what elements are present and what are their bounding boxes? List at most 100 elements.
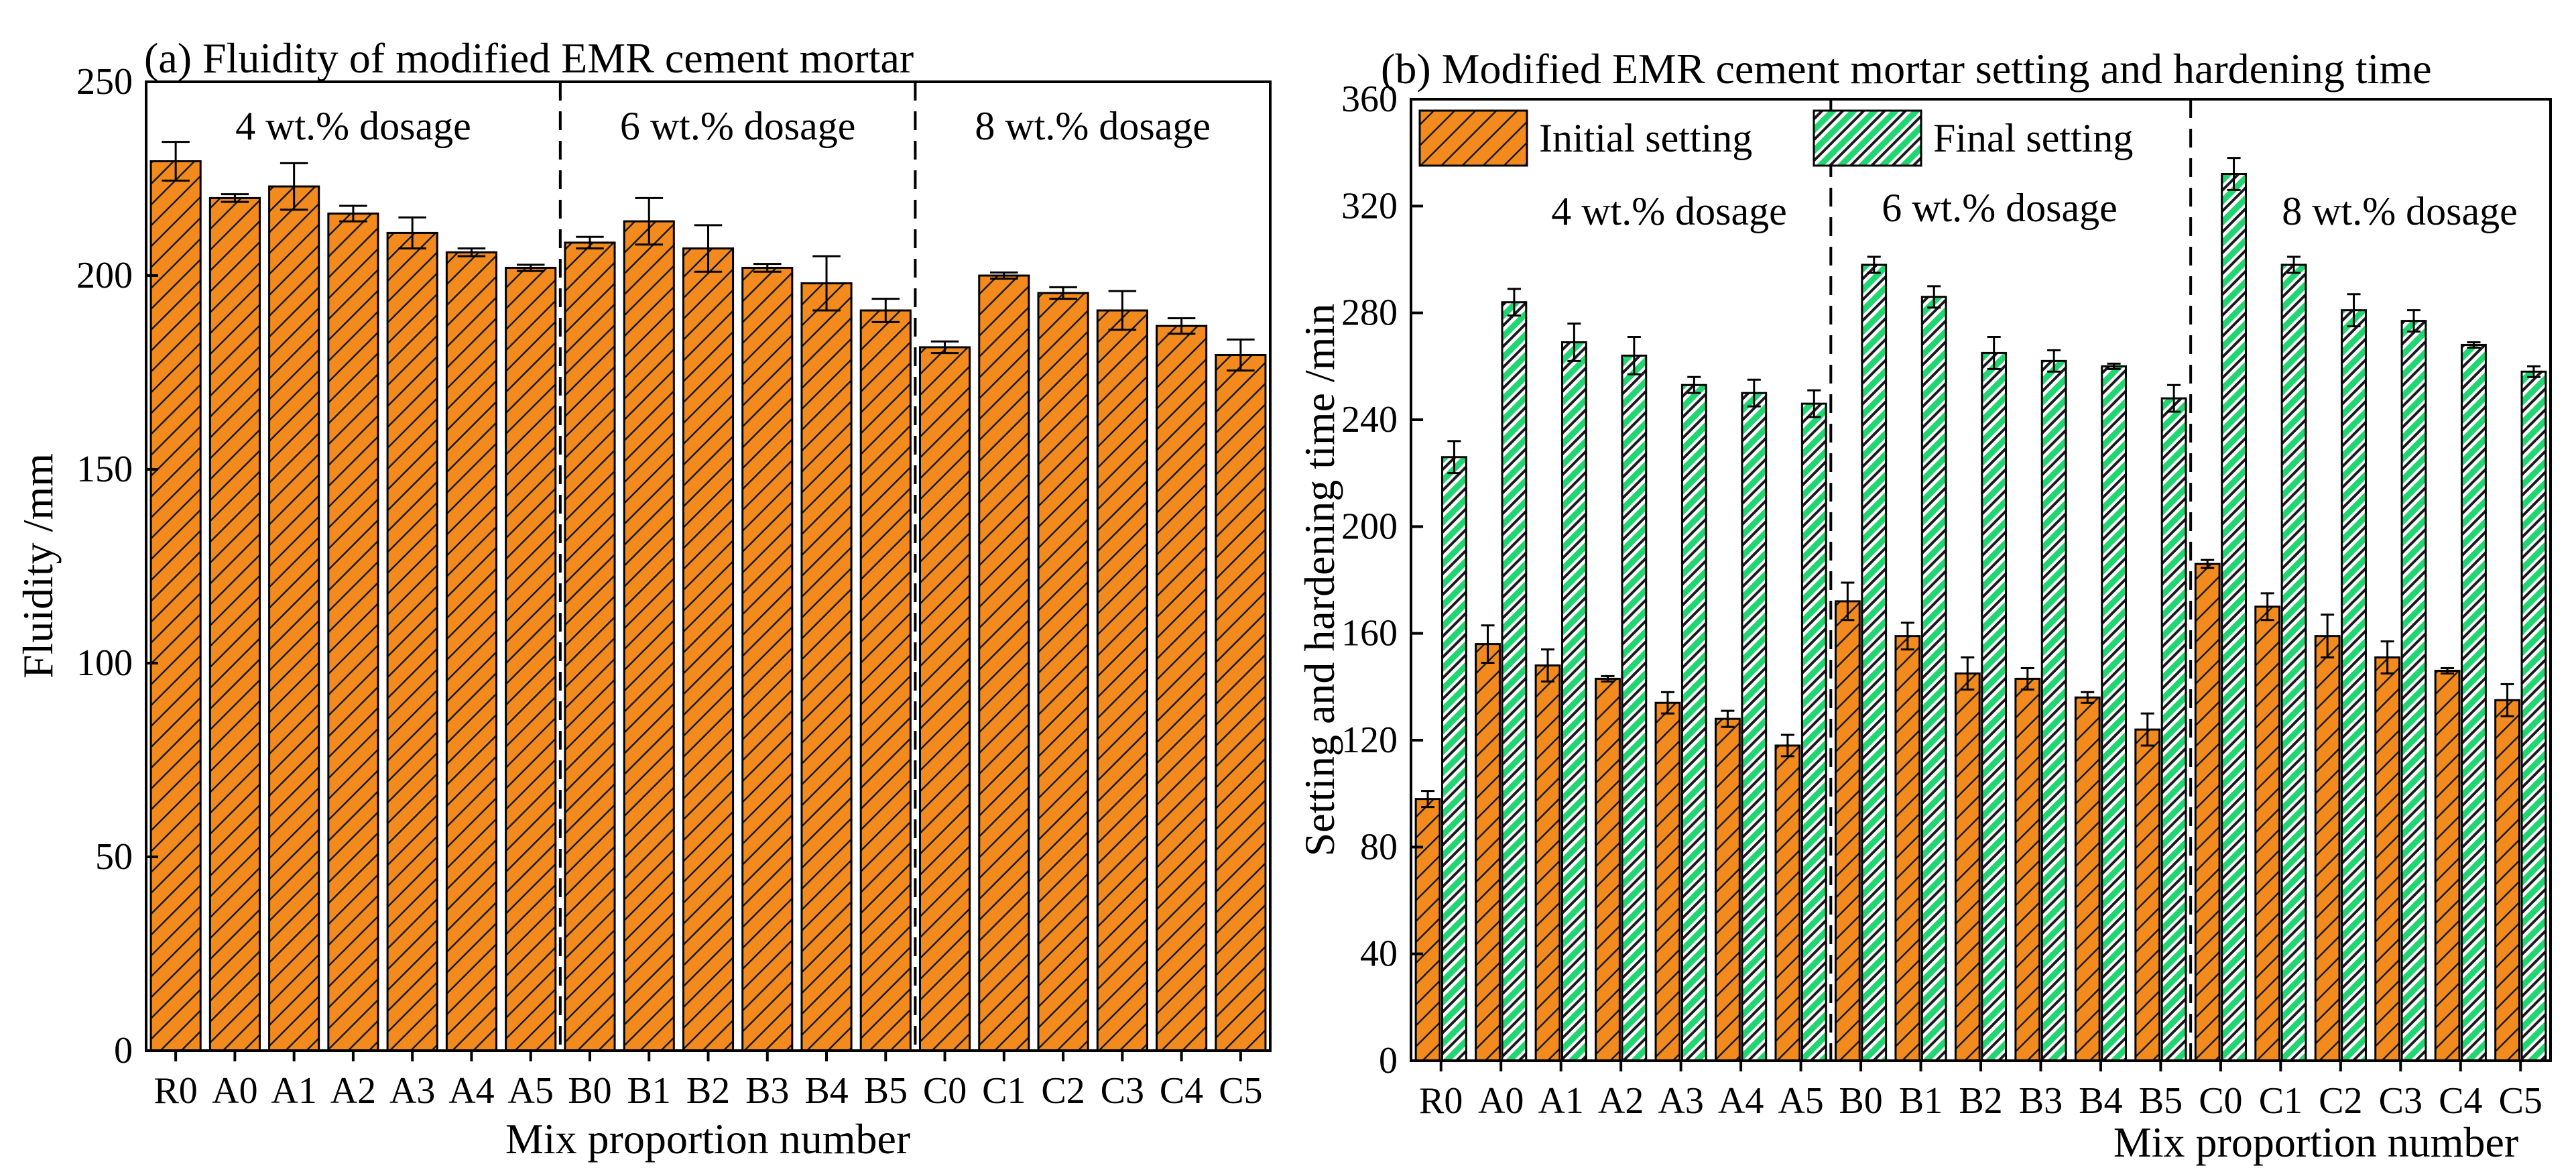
- error-bar: [457, 247, 486, 257]
- error-bar: [1927, 285, 1941, 309]
- panel-a-y-tick-label: 100: [76, 642, 133, 684]
- error-bar: [1841, 581, 1855, 622]
- panel-a-y-tick-label: 50: [95, 836, 133, 878]
- initial-setting-bar: [1834, 600, 1861, 1062]
- error-bar: [1687, 375, 1701, 394]
- panel-b-x-tick-label: C0: [2199, 1080, 2242, 1122]
- fluidity-bar: [682, 247, 735, 1052]
- error-bar: [1421, 790, 1435, 809]
- panel-a-x-tick-label: B3: [745, 1070, 789, 1112]
- panel-a-plot-frame: [145, 80, 1272, 1052]
- fluidity-bar: [741, 266, 794, 1052]
- panel-a-y-tick-label: 250: [76, 61, 133, 103]
- error-bar: [1447, 440, 1461, 475]
- error-bar: [1540, 648, 1555, 683]
- panel-b-x-tick-label: B0: [1839, 1080, 1882, 1122]
- panel-b-x-tick-label: C1: [2259, 1080, 2303, 1122]
- error-bar: [930, 340, 959, 355]
- panel-b-x-tick-label: B4: [2079, 1080, 2122, 1122]
- fluidity-bar: [445, 251, 498, 1052]
- error-bar: [2287, 255, 2301, 274]
- legend-swatch-final-setting: [1813, 109, 1922, 167]
- final-setting-bar: [2461, 343, 2487, 1062]
- panel-a-x-tick-label: C5: [1219, 1070, 1262, 1112]
- final-setting-bar: [1501, 301, 1528, 1062]
- fluidity-bar: [149, 160, 202, 1052]
- panel-b-group-label: 8 wt.% dosage: [2282, 189, 2518, 233]
- error-bar: [2441, 666, 2455, 675]
- initial-setting-bar: [2074, 696, 2101, 1062]
- error-bar: [1108, 290, 1137, 331]
- initial-setting-bar: [2374, 656, 2401, 1062]
- panel-a-x-tick-label: A3: [389, 1070, 435, 1112]
- panel-b-x-tick-label: B2: [1959, 1080, 2002, 1122]
- legend-label-initial-setting: Initial setting: [1539, 116, 1752, 160]
- panel-a-group-label: 4 wt.% dosage: [235, 104, 471, 148]
- final-setting-bar: [2221, 173, 2247, 1062]
- panel-a-x-ticks: R0 A0 A1 A2 A3 A4 A5 B0 B1 B2 B3 B4 B5 C…: [154, 1070, 1262, 1112]
- fluidity-bar: [564, 241, 616, 1052]
- initial-setting-bar: [2494, 699, 2520, 1062]
- panel-b-x-tick-label: A3: [1658, 1080, 1703, 1122]
- panel-b-y-tick-label: 80: [1360, 826, 1398, 868]
- initial-setting-bar: [1534, 664, 1561, 1062]
- fluidity-bar: [1096, 309, 1148, 1052]
- panel-a-x-tick-label: B1: [627, 1070, 671, 1112]
- error-bar: [2500, 683, 2514, 717]
- panel-a-y-tick-label: 0: [114, 1030, 133, 1071]
- error-bar: [1987, 336, 2001, 370]
- panel-a-y-ticks: 0 50 100 150 200 250: [76, 61, 133, 1071]
- error-bar: [871, 298, 900, 323]
- fluidity-bar: [268, 185, 320, 1052]
- panel-b-y-tick-label: 240: [1341, 399, 1398, 441]
- error-bar: [635, 196, 663, 246]
- initial-setting-bar: [1475, 643, 1501, 1062]
- final-setting-bar: [2040, 359, 2067, 1062]
- error-bar: [2347, 293, 2361, 328]
- error-bar: [2081, 691, 2095, 704]
- error-bar: [2260, 592, 2274, 622]
- panel-b-y-tick-label: 280: [1341, 292, 1398, 334]
- error-bar: [1900, 622, 1914, 651]
- panel-b-plot-frame: [1410, 98, 2552, 1062]
- final-setting-bar: [2400, 320, 2427, 1062]
- error-bar: [162, 141, 190, 182]
- final-setting-bar: [1560, 341, 1587, 1062]
- initial-setting-bar: [2314, 635, 2341, 1062]
- fluidity-bar: [327, 213, 379, 1052]
- panel-b-group-label: 6 wt.% dosage: [1882, 186, 2118, 230]
- final-setting-bar: [2280, 264, 2307, 1062]
- panel-a-x-tick-label: A4: [448, 1070, 494, 1112]
- panel-a-group-label: 8 wt.% dosage: [975, 104, 1211, 148]
- panel-b-x-tick-label: A4: [1718, 1080, 1764, 1122]
- panel-b-x-tick-label: C2: [2319, 1080, 2362, 1122]
- final-setting-bar: [2520, 370, 2547, 1062]
- panel-b-group-dividers: [1829, 99, 2193, 1061]
- panel-a-group-dividers: [558, 82, 917, 1051]
- panel-b: (b) Modified EMR cement mortar setting a…: [1296, 45, 2552, 1166]
- panel-b-x-tick-label: C3: [2379, 1080, 2422, 1122]
- error-bar: [221, 193, 249, 203]
- error-bar: [1961, 656, 1975, 691]
- panel-b-error-bars: [1421, 157, 2540, 809]
- final-setting-bar: [2160, 397, 2187, 1062]
- final-setting-bar: [2101, 365, 2128, 1062]
- error-bar: [1627, 336, 1641, 375]
- panel-b-title: (b) Modified EMR cement mortar setting a…: [1381, 45, 2432, 93]
- panel-a-error-bars: [162, 141, 1255, 372]
- error-bar: [990, 271, 1018, 280]
- panel-a-x-tick-label: B2: [686, 1070, 730, 1112]
- panel-a-x-tick-label: A2: [330, 1070, 376, 1112]
- error-bar: [1567, 323, 1581, 362]
- error-bar: [2227, 157, 2241, 191]
- initial-setting-bar: [2014, 677, 2041, 1062]
- error-bar: [2406, 309, 2421, 333]
- error-bar: [1049, 286, 1077, 300]
- panel-b-y-tick-label: 320: [1341, 185, 1398, 227]
- error-bar: [1747, 378, 1761, 408]
- panel-a-x-axis-title: Mix proportion number: [505, 1115, 910, 1163]
- panel-b-x-tick-label: A2: [1598, 1080, 1644, 1122]
- panel-a-y-tick-label: 200: [76, 255, 133, 296]
- error-bar: [1660, 691, 1674, 715]
- panel-a-x-tick-label: C2: [1041, 1070, 1085, 1112]
